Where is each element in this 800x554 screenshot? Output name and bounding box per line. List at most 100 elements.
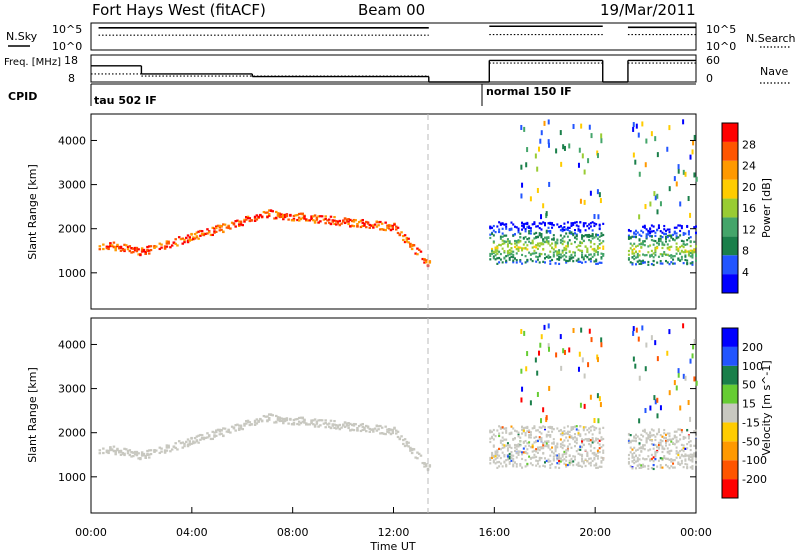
velocity-point-443 [498,432,501,435]
cpid-panel: CPID tau 502 IF normal 150 IF [8,83,696,107]
power-point-556 [522,247,525,250]
power-point-744 [559,253,562,256]
power-point-335 [380,228,384,231]
velocity-point-1260 [694,463,697,466]
velocity-point-668 [545,433,548,436]
power-point-876 [588,238,591,242]
velocity-point-1031 [643,428,646,431]
power-point-211 [280,213,283,216]
velocity-point-481 [506,442,509,445]
velocity-point-664 [543,461,546,464]
velocity-point-260 [319,424,322,427]
power-point-243 [305,218,308,221]
velocity-point-195 [267,413,271,416]
velocity-point-587 [528,430,531,433]
power-point-1251 [691,253,694,256]
power-point-310 [359,225,363,229]
power-point-226 [292,219,296,222]
velocity-point-1215 [684,436,687,439]
power-point-7 [107,247,110,251]
velocity-point-91 [176,448,179,451]
velocity-point-196 [267,417,271,420]
power-point-418 [492,257,495,260]
power-point-717 [554,242,557,246]
power-point-233 [297,216,301,219]
velocity-point-251 [313,418,317,421]
velocity-point-1057 [649,432,652,435]
power-point-116 [197,237,200,240]
velocity-point-58 [144,454,147,458]
velocity-point-1157 [672,459,675,462]
velocity-point-807 [573,458,576,461]
power-point-645 [540,253,543,256]
velocity-point-973 [631,456,634,459]
power-point-302 [352,220,356,223]
velocity-point-890 [589,445,592,448]
velocity-point-596 [529,457,532,460]
power-point-19 [116,245,119,248]
power-point-667 [543,222,546,225]
power-point-489 [508,256,511,260]
power-point-971 [631,256,634,259]
velocity-point-955 [627,441,630,444]
velocity-point-1307 [538,350,541,356]
velocity-colorbar-swatch-1 [722,460,738,480]
velocity-point-924 [596,455,599,458]
power-point-138 [216,224,220,227]
power-point-193 [266,211,269,214]
velocity-point-192 [266,420,269,423]
power-point-1107 [661,254,664,258]
velocity-point-764 [565,455,568,458]
power-point-997 [636,260,639,263]
power-point-867 [586,234,589,237]
power-point-576 [526,258,529,262]
power-point-364 [405,238,409,241]
velocity-point-126 [206,432,209,435]
power-point-616 [535,255,538,258]
power-point-1087 [656,245,659,249]
power-point-384 [423,261,426,264]
power-point-687 [549,222,552,226]
power-ylabel: Slant Range [km] [26,164,39,260]
velocity-point-798 [570,460,573,463]
velocity-point-1051 [649,459,652,462]
velocity-point-370 [409,449,412,452]
power-point-459 [501,239,504,242]
power-point-251 [313,214,317,217]
power-point-192 [266,216,269,219]
velocity-point-991 [634,467,637,470]
velocity-point-1181 [677,462,680,465]
velocity-point-369 [409,447,412,450]
power-point-651 [542,221,545,224]
power-point-1062 [650,224,653,227]
power-point-1064 [650,253,653,257]
velocity-point-161 [237,427,241,430]
velocity-point-123 [202,438,206,441]
power-point-773 [566,235,569,238]
velocity-point-640 [538,438,541,441]
velocity-point-338 [384,433,387,436]
velocity-point-346 [389,428,393,431]
velocity-point-1077 [654,455,657,458]
velocity-colorbar-swatch-3 [722,422,738,442]
velocity-point-768 [565,459,568,462]
velocity-point-745 [561,444,564,447]
velocity-point-7 [107,451,110,455]
velocity-point-1229 [687,441,690,444]
power-point-1266 [644,162,647,168]
velocity-point-52 [140,454,144,457]
power-point-609 [533,232,536,235]
power-point-142 [220,228,223,231]
power-point-167 [243,218,246,221]
power-point-132 [213,231,216,234]
velocity-point-1296 [668,390,671,396]
velocity-point-778 [566,425,569,428]
velocity-point-409 [491,436,494,439]
power-point-557 [522,243,525,246]
power-point-587 [528,226,531,229]
power-point-846 [581,249,584,253]
velocity-point-190 [264,415,267,418]
velocity-point-29 [123,453,126,457]
power-point-38 [130,251,133,254]
velocity-point-607 [533,456,536,459]
